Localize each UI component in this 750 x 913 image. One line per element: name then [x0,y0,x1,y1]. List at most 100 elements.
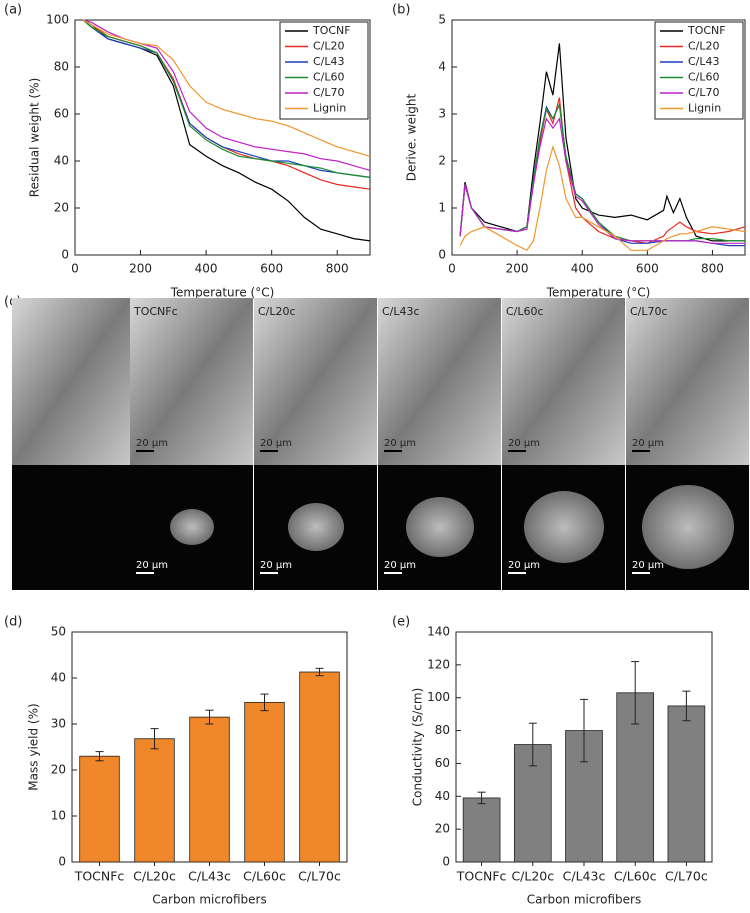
fiber-cross-section [524,491,604,563]
bar [189,716,230,863]
series-line [459,117,745,244]
micrograph-label: C/L60c [506,305,544,318]
legend-label: C/L70 [313,86,345,99]
error-bar [682,690,691,722]
y-tick-label: 60 [435,756,450,770]
series-line [82,19,371,157]
scale-bar-label: 20 µm [260,438,292,449]
x-tick-label: 0 [448,262,456,276]
plot-frame [74,19,371,256]
y-axis-label: Conductivity (S/cm) [411,688,425,807]
y-tick-label: 20 [435,822,450,836]
x-tick-label: C/L60c [614,869,657,884]
x-axis-label: Temperature (°C) [546,286,651,300]
series-line [459,43,745,242]
panel-label: (a) [4,3,22,18]
micrograph-label: C/L70c [630,305,668,318]
y-tick-label: 120 [427,657,450,671]
x-tick-label: TOCNFc [74,869,125,884]
x-tick-label: 400 [571,262,594,276]
legend-label: Lignin [313,102,346,115]
micrograph-label: C/L20c [258,305,296,318]
x-tick-label: 800 [701,262,724,276]
x-tick-label: 0 [71,262,79,276]
y-tick-label: 20 [54,201,69,215]
y-tick-label: 0 [58,855,66,869]
y-tick-label: 60 [54,107,69,121]
x-tick-label: 400 [195,262,218,276]
scale-bar-label: 20 µm [260,560,292,571]
y-tick-label: 3 [438,107,446,121]
legend-label: TOCNF [687,24,726,37]
x-tick-label: C/L60c [243,869,286,884]
series-line [82,19,371,178]
legend-label: C/L43 [688,55,720,68]
x-tick-label: TOCNFc [456,869,507,884]
y-tick-label: 40 [51,671,66,685]
y-tick-label: 100 [46,13,69,27]
y-tick-label: 20 [51,763,66,777]
y-tick-label: 40 [54,154,69,168]
y-axis-label: Derive. weight [405,93,419,181]
bar [134,738,175,863]
error-bar [580,698,588,763]
x-tick-label: 600 [636,262,659,276]
y-tick-label: 40 [435,789,450,803]
sem-image-top [502,298,625,465]
x-axis-label: Carbon microfibers [527,893,641,907]
scale-bar-label: 20 µm [508,560,540,571]
scale-bar-label: 20 µm [632,560,664,571]
legend-box [654,21,744,120]
x-axis-label: Carbon microfibers [152,893,266,907]
x-axis-label: Temperature (°C) [170,286,275,300]
scale-bar-label: 20 µm [632,438,664,449]
y-tick-label: 2 [438,154,446,168]
sem-image-top [130,298,253,465]
error-bar [315,667,324,677]
error-bar [150,728,159,750]
y-tick-label: 10 [51,809,66,823]
bar [79,755,120,863]
micrograph-label: C/L43c [382,305,420,318]
x-tick-label: C/L20c [133,869,176,884]
series-line [459,144,746,252]
fiber-cross-section [288,503,344,551]
fiber-cross-section [170,509,214,545]
x-tick-label: 800 [326,262,349,276]
legend-label: TOCNF [312,24,351,37]
sem-image-top [378,298,501,465]
x-tick-label: C/L70c [298,869,341,884]
legend-label: C/L43 [313,55,345,68]
y-tick-label: 100 [427,690,450,704]
panel-label: (e) [392,615,410,630]
sem-left-strip-top [12,298,130,465]
error-bar [260,693,269,712]
x-tick-label: 600 [260,262,283,276]
y-tick-label: 80 [435,723,450,737]
y-tick-label: 4 [438,60,446,74]
bar [244,701,285,863]
legend-label: C/L60 [313,71,345,84]
y-tick-label: 50 [51,625,66,639]
y-tick-label: 30 [51,717,66,731]
panel-label: (b) [392,3,410,18]
error-bar [528,722,537,767]
y-tick-label: 0 [438,248,446,262]
bar [462,797,501,863]
bar [667,705,706,863]
series-line [459,102,745,242]
legend-label: C/L60 [688,71,720,84]
legend-label: Lignin [688,102,721,115]
series-line [459,102,745,247]
x-tick-label: 200 [506,262,529,276]
series-line [82,19,371,178]
micrograph-label: TOCNFc [133,305,178,318]
x-tick-label: C/L70c [665,869,708,884]
error-bar [477,791,486,805]
error-bar [631,661,640,725]
y-axis-label: Residual weight (%) [28,78,42,198]
y-tick-label: 5 [438,13,446,27]
legend-label: C/L70 [688,86,720,99]
plot-frame [451,19,746,256]
